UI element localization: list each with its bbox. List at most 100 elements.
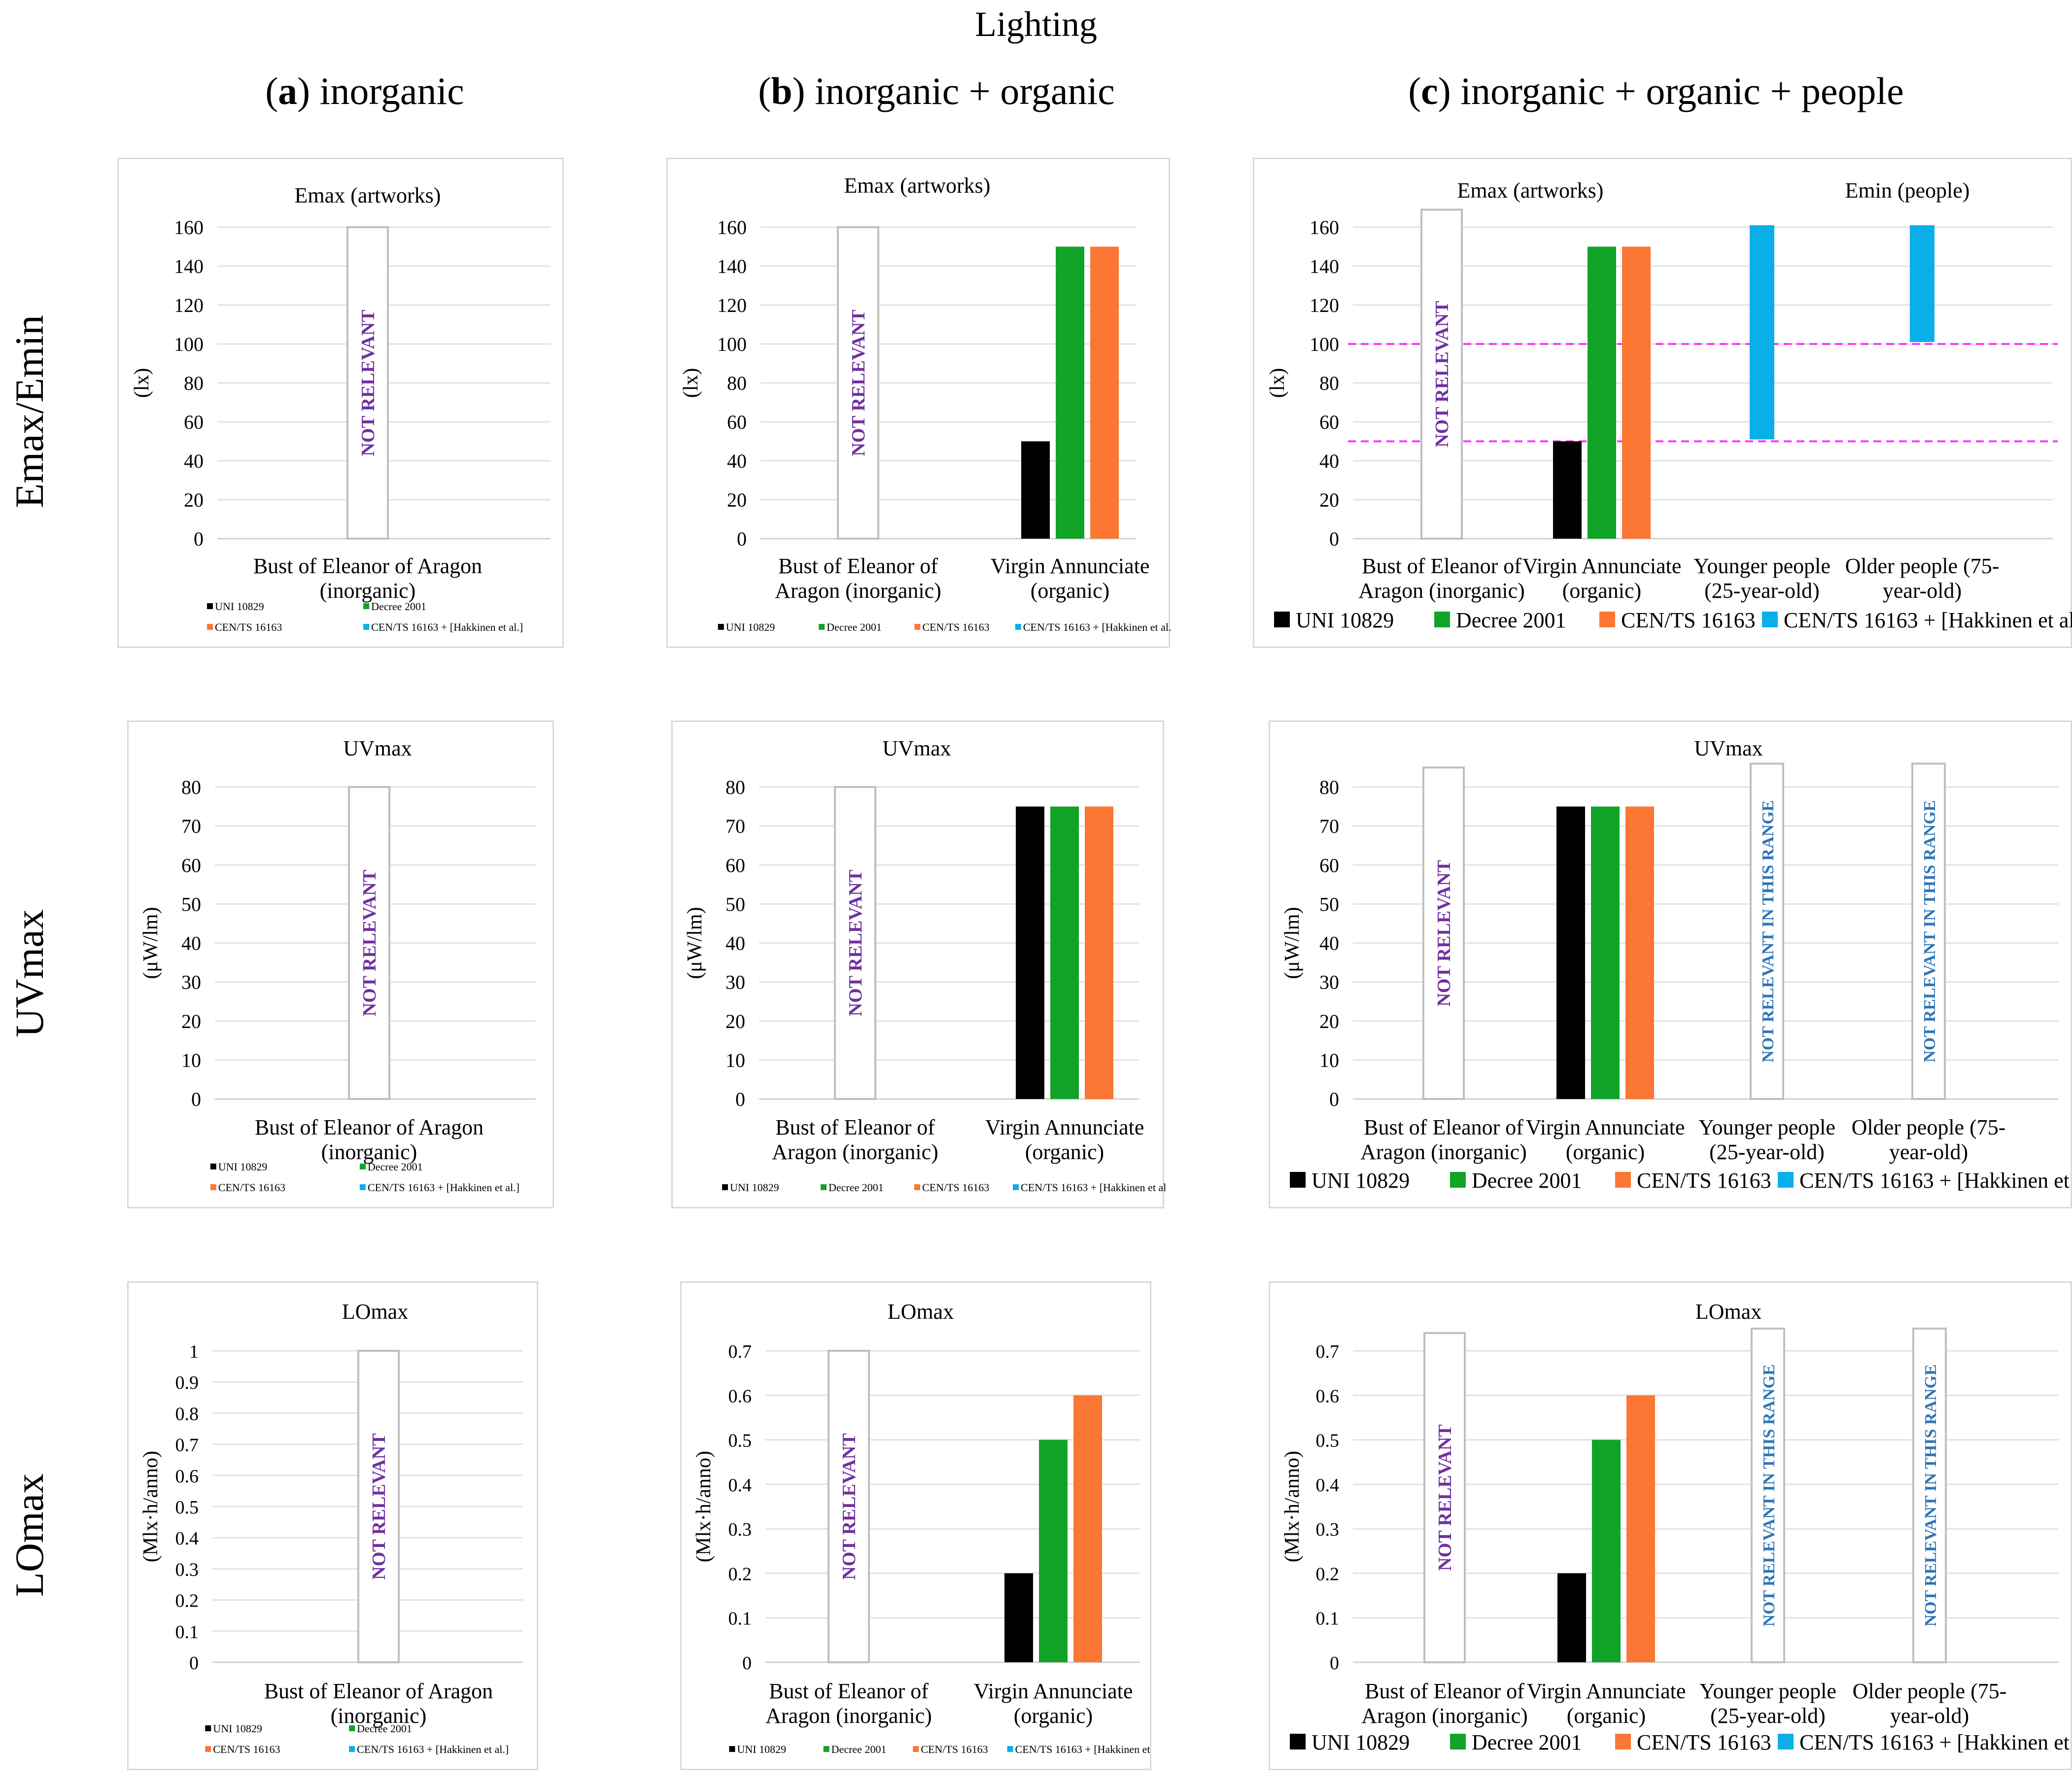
y-tick-label: 10 [181, 1049, 201, 1071]
category-label: (organic) [1566, 1140, 1645, 1164]
y-tick-label: 40 [1319, 932, 1339, 955]
not-relevant-label: NOT RELEVANT [845, 870, 866, 1016]
y-tick-label: 0 [194, 528, 204, 550]
uv-c-svg: 0 10 20 30 40 50 60 70 80 UVmax (μW/lm) Bust of Ele… [1281, 736, 2072, 1193]
y-tick-label: 10 [1319, 1049, 1339, 1071]
legend-label: UNI 10829 [213, 1722, 262, 1735]
range-bar-cen-ts-16163-hakkinen [1910, 225, 1934, 343]
not-relevant-label: NOT RELEVANT [359, 870, 380, 1016]
y-tick-label: 70 [181, 815, 201, 837]
y-tick-label: 60 [181, 854, 201, 876]
legend-label: CEN/TS 16163 [921, 1743, 988, 1755]
y-axis-label: (lx) [1266, 368, 1289, 398]
not-relevant-bar [828, 1350, 870, 1663]
y-tick-label: 20 [181, 1010, 201, 1032]
legend-label: CEN/TS 16163 [1637, 1168, 1771, 1193]
y-tick-label: 0 [735, 1088, 745, 1110]
y-tick-label: 0.7 [175, 1435, 199, 1456]
category-label: Bust of Eleanor of [1364, 1115, 1523, 1139]
y-axis-label: (Mlx·h/anno) [139, 1451, 162, 1562]
y-tick-label: 60 [1319, 854, 1339, 876]
y-tick-label: 20 [1319, 1010, 1339, 1032]
y-tick-label: 0.3 [1316, 1519, 1340, 1540]
category-label: (organic) [1562, 579, 1641, 603]
legend-label: CEN/TS 16163 [1621, 608, 1756, 632]
chart-uvmax-inorganic-organic-people: 0 10 20 30 40 50 60 70 80 UVmax (μW/lm) Bust of Ele… [1269, 720, 2072, 1208]
y-tick-label: 20 [1319, 489, 1339, 511]
category-label: (inorganic) [320, 579, 416, 603]
legend-label: UNI 10829 [218, 1161, 268, 1173]
legend-swatch-uni-10829 [718, 624, 724, 630]
chart-title: Emax (artworks) [1457, 178, 1604, 203]
category-label: (organic) [1567, 1704, 1646, 1728]
y-tick-label: 100 [174, 333, 204, 355]
emax-a-svg: 0 20 40 60 80 100 120 140 160 Emax (artworks) (lx)… [131, 183, 551, 633]
legend-swatch-decree-2001 [349, 1725, 355, 1731]
legend-label: CEN/TS 16163 [922, 621, 989, 633]
y-tick-label: 0.7 [728, 1341, 752, 1362]
y-tick-label: 20 [727, 489, 747, 511]
y-tick-label: 0.8 [175, 1404, 199, 1424]
legend-label: CEN/TS 16163 + [Hakkinen et al.] [1021, 1181, 1166, 1194]
legend-swatch-cen-ts-16163 [1599, 612, 1615, 627]
y-tick-label: 160 [174, 216, 204, 239]
bar-cen-ts-16163 [1090, 246, 1119, 539]
y-tick-label: 0.1 [728, 1609, 752, 1629]
bar-uni-10829 [1557, 1573, 1586, 1662]
category-label: (organic) [1031, 579, 1109, 603]
y-tick-label: 20 [725, 1010, 745, 1032]
y-tick-label: 0.5 [728, 1431, 752, 1451]
not-relevant-bar [1422, 766, 1465, 1100]
uv-a-svg: 0 10 20 30 40 50 60 70 80 UVmax (μW/lm) Bust of Ele… [139, 736, 536, 1194]
legend-label: Decree 2001 [368, 1161, 423, 1173]
legend-label: UNI 10829 [730, 1181, 779, 1194]
y-tick-label: 0.4 [1316, 1475, 1340, 1496]
legend-swatch-cen-ts-16163-hakkinen [1778, 1172, 1794, 1188]
legend-swatch-cen-ts-16163 [914, 624, 921, 630]
not-relevant-bar [1751, 1327, 1785, 1664]
figure-title: Lighting [975, 4, 1097, 44]
y-tick-label: 0.6 [175, 1466, 199, 1487]
not-relevant-bar [1750, 762, 1784, 1100]
bar-decree-2001 [1591, 806, 1620, 1099]
y-tick-label: 50 [1319, 893, 1339, 915]
chart-title: Emax (artworks) [844, 173, 991, 198]
category-label: Older people (75- [1853, 1679, 2007, 1703]
y-tick-label: 0.7 [1316, 1341, 1340, 1362]
category-label: Virgin Annunciate [991, 554, 1150, 578]
bar-uni-10829 [1016, 806, 1044, 1099]
lo-a-svg: 0 0.1 0.2 0.3 0.4 0.5 0.6 0.7 0.8 0.9 1 LOmax (Mlx·h… [139, 1300, 523, 1755]
legend-swatch-cen-ts-16163-hakkinen [1762, 612, 1778, 627]
legend-label: Decree 2001 [371, 600, 426, 613]
y-tick-label: 80 [184, 372, 204, 394]
y-tick-label: 0.2 [175, 1591, 199, 1612]
not-relevant-label: NOT RELEVANT IN THIS RANGE [1760, 1364, 1778, 1626]
y-tick-label: 120 [1310, 294, 1339, 316]
not-relevant-label: NOT RELEVANT [1434, 860, 1454, 1006]
legend-swatch-cen-ts-16163-hakkinen [359, 1184, 366, 1190]
y-tick-label: 30 [725, 971, 745, 994]
bar-decree-2001 [1592, 1440, 1621, 1662]
category-label: Aragon (inorganic) [1361, 1704, 1528, 1728]
legend-label: UNI 10829 [737, 1743, 786, 1755]
chart-lomax-inorganic-organic-people: 0 0.1 0.2 0.3 0.4 0.5 0.6 0.7 LOmax (Mlx·h/anno) B… [1269, 1281, 2072, 1770]
bar-cen-ts-16163 [1085, 806, 1113, 1099]
lo-b-svg: 0 0.1 0.2 0.3 0.4 0.5 0.6 0.7 LOmax (Mlx·h/anno) B… [692, 1300, 1153, 1755]
chart-emax-inorganic-organic-people: 0 20 40 60 80 100 120 140 160 Emax (artworks) Emin… [1253, 158, 2072, 648]
not-relevant-label: NOT RELEVANT [369, 1433, 389, 1579]
y-tick-label: 100 [717, 333, 747, 355]
legend-swatch-cen-ts-16163-hakkinen [1778, 1734, 1794, 1750]
y-tick-label: 40 [184, 450, 204, 472]
category-label: (25-year-old) [1709, 1140, 1825, 1164]
legend-label: CEN/TS 16163 + [Hakkinen et al.] [1799, 1168, 2072, 1193]
not-relevant-bar [346, 226, 389, 540]
category-label: Younger people [1693, 554, 1830, 578]
category-label: Aragon (inorganic) [775, 579, 941, 603]
legend-label: Decree 2001 [829, 1181, 884, 1194]
y-tick-label: 60 [725, 854, 745, 876]
chart-title: LOmax [342, 1300, 408, 1324]
category-label: Aragon (inorganic) [765, 1704, 932, 1728]
chart-title: UVmax [343, 736, 412, 760]
bar-uni-10829 [1553, 441, 1582, 539]
category-label: Younger people [1698, 1115, 1835, 1139]
